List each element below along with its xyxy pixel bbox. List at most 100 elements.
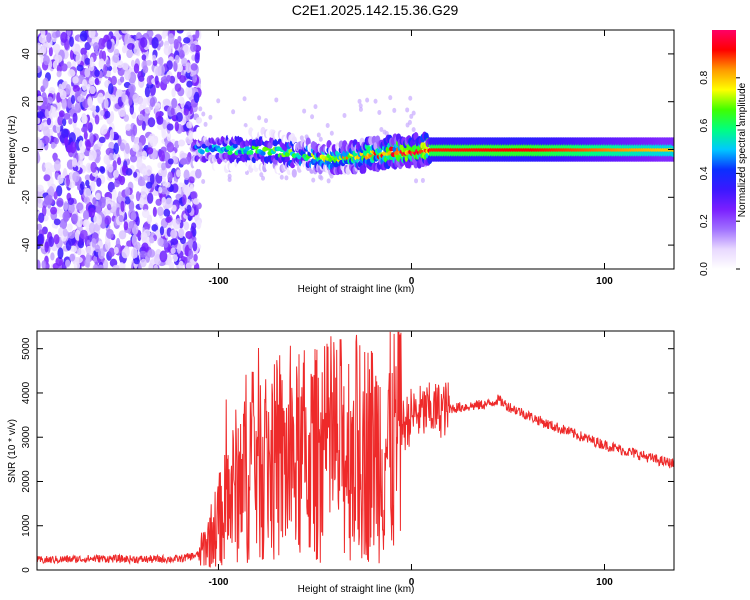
spectrogram-noise-cell [167,33,175,45]
spectrogram-noise-cell [71,157,78,168]
spectrogram-noise-cell [132,124,138,136]
spectrogram-noise-cell [98,58,105,69]
spectrogram-noise-cell [194,52,200,64]
spectrogram-noise-cell [120,200,125,213]
spectrogram-noise-cell [107,164,114,173]
spectrogram-noise-cell [151,224,158,232]
spectrogram-noise-cell [121,30,130,34]
spectrogram-noise-cell [163,240,169,248]
spectrogram-faint-cell [227,173,232,179]
spectrogram-noise-cell [185,230,193,240]
spectrogram-noise-cell [79,30,88,42]
spectrogram-noise-cell [153,264,159,269]
spectrogram-noise-cell [124,69,131,81]
spectrogram-noise-cell [183,169,190,181]
spectrogram-noise-cell [87,96,93,107]
spectrogram-y-tick-label: 40 [21,48,32,60]
spectrogram-faint-cell [392,107,397,113]
spectrogram-noise-cell [162,30,167,37]
spectrogram-noise-cell [118,230,127,240]
colorbar-tick-label: 0.2 [699,214,710,228]
spectrogram-noise-cell [97,248,105,260]
snr-frame [36,330,675,571]
spectrogram-noise-cell [52,262,60,269]
colorbar: 0.0 0.2 0.4 0.6 0.8 Normalized spectral ampl… [699,30,748,276]
spectrogram-noise-cell [100,109,105,116]
spectrogram-noise-cell [171,88,176,98]
spectrogram-faint-cell [261,175,266,181]
spectrogram-noise-cell [138,75,145,82]
spectrogram-noise-cell [93,42,99,51]
spectrogram-noise-cell [115,237,121,250]
spectrogram-noise-cell [42,42,47,55]
spectrogram-noise-cell [139,114,144,121]
spectrogram-noise-cell [84,41,91,51]
spectrogram-noise-cell [154,75,159,85]
spectrogram-noise-cell [122,45,127,54]
spectrogram-noise-cell [132,93,140,104]
spectrogram-noise-cell [141,120,146,131]
spectrogram-noise-cell [44,109,49,118]
spectrogram-faint-cell [198,106,203,112]
spectrogram-noise-cell [98,264,104,269]
spectrogram-noise-cell [186,204,192,214]
spectrogram-noise-cell [76,202,84,211]
spectrogram-noise-cell [53,218,61,226]
spectrogram-noise-cell [41,135,50,145]
spectrogram-ridge-cell [232,143,238,149]
spectrogram-noise-cell [135,191,141,202]
snr-y-axis-label: SNR (10 * v/v) [7,419,18,483]
spectrogram-noise-cell [78,140,84,150]
spectrogram-faint-cell [365,97,370,103]
spectrogram-faint-cell [318,136,323,142]
colorbar-ticks: 0.0 0.2 0.4 0.6 0.8 [699,70,740,276]
spectrogram-noise-cell [65,84,71,95]
spectrogram-noise-cell [69,141,77,154]
spectrogram-noise-cell [185,62,192,74]
spectrogram-noise-cell [133,257,140,265]
spectrogram-noise-cell [50,141,56,149]
spectrogram-noise-cell [170,229,178,239]
spectrogram-noise-cell [193,91,200,104]
snr-x-tick-label: 0 [409,577,415,588]
spectrogram-noise-cell [53,234,60,245]
spectrogram-noise-cell [95,192,101,201]
spectrogram-noise-cell [82,219,87,227]
spectrogram-noise-cell [126,42,135,50]
spectrogram-noise-cell [77,248,82,256]
spectrogram-faint-cell [231,109,236,115]
spectrogram-noise-cell [43,174,51,182]
spectrogram-noise-cell [158,186,163,194]
snr-y-tick-label: 3000 [21,426,32,449]
spectrogram-noise-cell [146,147,154,155]
spectrogram-noise-cell [183,37,191,44]
spectrogram-noise-cell [124,142,130,155]
spectrogram-noise-cell [72,84,80,93]
spectrogram-noise-cell [171,98,178,109]
spectrogram-faint-cell [407,119,412,125]
spectrogram-noise-cell [74,103,80,112]
spectrogram-noise-cell [129,103,135,115]
spectrogram-noise-cell [159,250,168,263]
spectrogram-noise-cell [175,218,182,225]
spectrogram-noise-cell [137,179,146,187]
spectrogram-noise-cell [130,247,138,259]
spectrogram-faint-cell [326,178,331,184]
spectrogram-noise-cell [140,186,147,198]
spectrogram-faint-cell [411,127,416,133]
spectrogram-noise-cell [170,247,176,254]
spectrogram-noise-cell [147,249,156,258]
spectrogram-noise-cell [72,245,77,253]
spectrogram-noise-cell [157,206,164,216]
spectrogram-noise-cell [43,126,50,138]
spectrogram-noise-cell [116,60,124,69]
spectrogram-noise-cell [174,54,180,64]
spectrogram-noise-cell [171,253,179,262]
spectrogram-ridge-cell [217,157,223,165]
spectrogram-noise-cell [182,194,187,206]
spectrogram-noise-cell [149,138,158,147]
spectrogram-noise-cell [122,164,127,173]
spectrogram-noise-cell [88,154,94,161]
spectrogram-noise-cell [83,131,88,140]
spectrogram-noise-cell [96,214,102,226]
